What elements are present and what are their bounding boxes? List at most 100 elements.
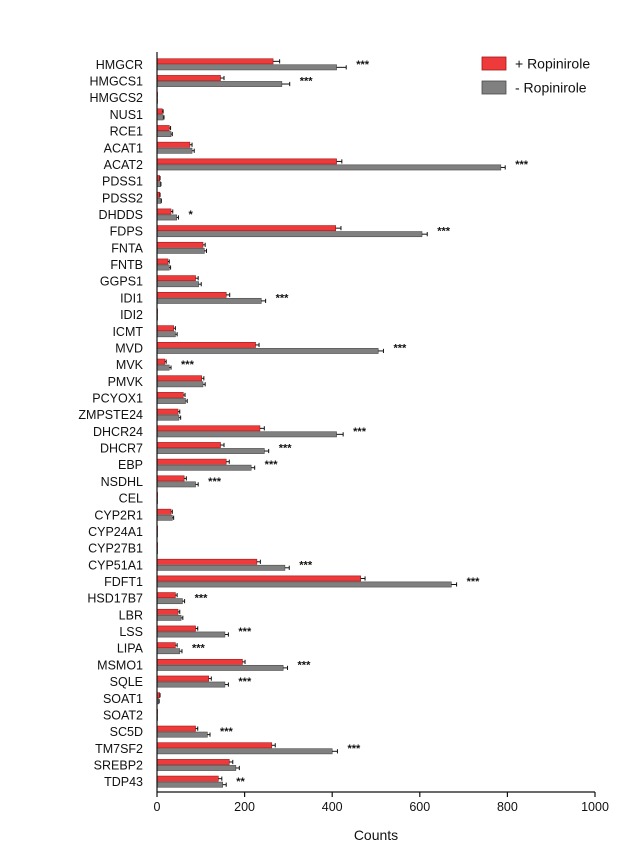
bar-minus-ropinirole: [156, 264, 170, 271]
significance-label: ***: [181, 359, 195, 371]
bar-minus-ropinirole: [156, 147, 193, 154]
category-label: FNTA: [111, 241, 143, 255]
category-label: NUS1: [110, 108, 143, 122]
bar-minus-ropinirole: [156, 214, 178, 221]
bar-minus-ropinirole: [156, 331, 176, 338]
bar-plus-ropinirole: [156, 575, 361, 582]
bar-plus-ropinirole: [156, 458, 227, 465]
bar-plus-ropinirole: [156, 108, 163, 115]
legend: + Ropinirole - Ropinirole: [481, 56, 590, 96]
bar-plus-ropinirole: [156, 625, 196, 632]
bar-minus-ropinirole: [156, 648, 181, 655]
bar-minus-ropinirole: [156, 748, 333, 755]
x-axis-title: Counts: [354, 827, 398, 843]
bar-minus-ropinirole: [156, 765, 237, 771]
category-label: TM7SF2: [95, 742, 143, 756]
x-tick-label: 200: [234, 800, 255, 814]
x-tick-label: 800: [497, 800, 518, 814]
category-label: SOAT1: [103, 692, 143, 706]
bar-minus-ropinirole: [156, 247, 205, 254]
bar-minus-ropinirole: [156, 464, 252, 471]
x-tick-label: 600: [409, 800, 430, 814]
significance-label: ***: [192, 643, 206, 655]
category-label: CYP2R1: [94, 508, 143, 522]
category-label: SC5D: [110, 725, 143, 739]
bar-plus-ropinirole: [156, 291, 227, 298]
bar-minus-ropinirole: [156, 131, 172, 137]
category-labels: HMGCR HMGCS1 HMGCS2 NUS1 RCE1 ACAT1 ACAT2 PDSS1…: [78, 58, 143, 789]
category-label: LSS: [119, 625, 143, 639]
bar-plus-ropinirole: [156, 375, 202, 382]
category-label: GGPS1: [100, 275, 143, 289]
category-label: LIPA: [117, 642, 144, 656]
bar-minus-ropinirole: [156, 381, 204, 388]
bar-plus-ropinirole: [156, 759, 230, 765]
bar-minus-ropinirole: [156, 431, 337, 438]
category-label: SREBP2: [94, 758, 143, 772]
bar-minus-ropinirole: [156, 614, 182, 621]
category-label: IDI2: [120, 308, 143, 322]
bar-minus-ropinirole: [156, 781, 223, 788]
category-label: ZMPSTE24: [78, 408, 143, 422]
bar-minus-ropinirole: [156, 681, 226, 688]
category-label: MVK: [116, 358, 144, 372]
bar-minus-ropinirole: [156, 164, 502, 171]
category-label: EBP: [118, 458, 143, 472]
category-label: FDFT1: [104, 575, 143, 589]
category-label: SOAT2: [103, 708, 143, 722]
category-label: NSDHL: [101, 475, 143, 489]
category-label: PDSS2: [102, 191, 143, 205]
category-label: MSMO1: [97, 658, 143, 672]
bar-minus-ropinirole: [156, 664, 284, 671]
x-tick-label: 1000: [581, 800, 609, 814]
significance-label: ***: [238, 626, 252, 638]
x-axis: 0 200 400 600 800 1000: [154, 52, 609, 814]
category-label: PMVK: [108, 375, 144, 389]
bar-minus-ropinirole: [156, 281, 199, 288]
bar-plus-ropinirole: [156, 442, 221, 448]
category-label: MVD: [115, 341, 143, 355]
bar-minus-ropinirole: [156, 348, 379, 354]
category-label: HMGCR: [96, 58, 143, 72]
bar-plus-ropinirole: [156, 225, 337, 232]
category-label: CYP24A1: [88, 525, 143, 539]
bar-plus-ropinirole: [156, 141, 191, 148]
bar-plus-ropinirole: [156, 125, 170, 131]
category-label: HMGCS1: [90, 75, 144, 89]
category-label: SQLE: [110, 675, 143, 689]
bar-plus-ropinirole: [156, 642, 176, 649]
bar-plus-ropinirole: [156, 258, 169, 265]
significance-label: ***: [300, 76, 314, 88]
bar-plus-ropinirole: [156, 275, 196, 282]
x-tick-label: 400: [322, 800, 343, 814]
bar-plus-ropinirole: [156, 392, 184, 398]
legend-label: - Ropinirole: [515, 80, 587, 96]
category-label: CEL: [119, 492, 143, 506]
significance-label: **: [236, 776, 245, 788]
significance-label: ***: [279, 443, 293, 455]
significance-label: ***: [208, 476, 222, 488]
bar-plus-ropinirole: [156, 158, 337, 165]
bar-plus-ropinirole: [156, 75, 221, 81]
bar-minus-ropinirole: [156, 581, 452, 588]
legend-label: + Ropinirole: [515, 56, 590, 72]
significance-label: ***: [393, 342, 407, 354]
significance-label: ***: [265, 459, 279, 471]
bar-plus-ropinirole: [156, 608, 179, 615]
bar-minus-ropinirole: [156, 731, 208, 738]
bar-plus-ropinirole: [156, 408, 179, 415]
category-label: CYP27B1: [88, 542, 143, 556]
category-label: ACAT2: [104, 158, 143, 172]
significance-label: *: [188, 209, 193, 221]
bar-plus-ropinirole: [156, 725, 196, 732]
category-label: ICMT: [112, 325, 143, 339]
bar-plus-ropinirole: [156, 592, 176, 599]
category-label: LBR: [119, 608, 143, 622]
bar-minus-ropinirole: [156, 514, 173, 521]
category-label: IDI1: [120, 291, 143, 305]
category-label: DHDDS: [99, 208, 143, 222]
bar-minus-ropinirole: [156, 564, 286, 571]
category-label: RCE1: [110, 125, 143, 139]
legend-swatch: [481, 56, 507, 71]
